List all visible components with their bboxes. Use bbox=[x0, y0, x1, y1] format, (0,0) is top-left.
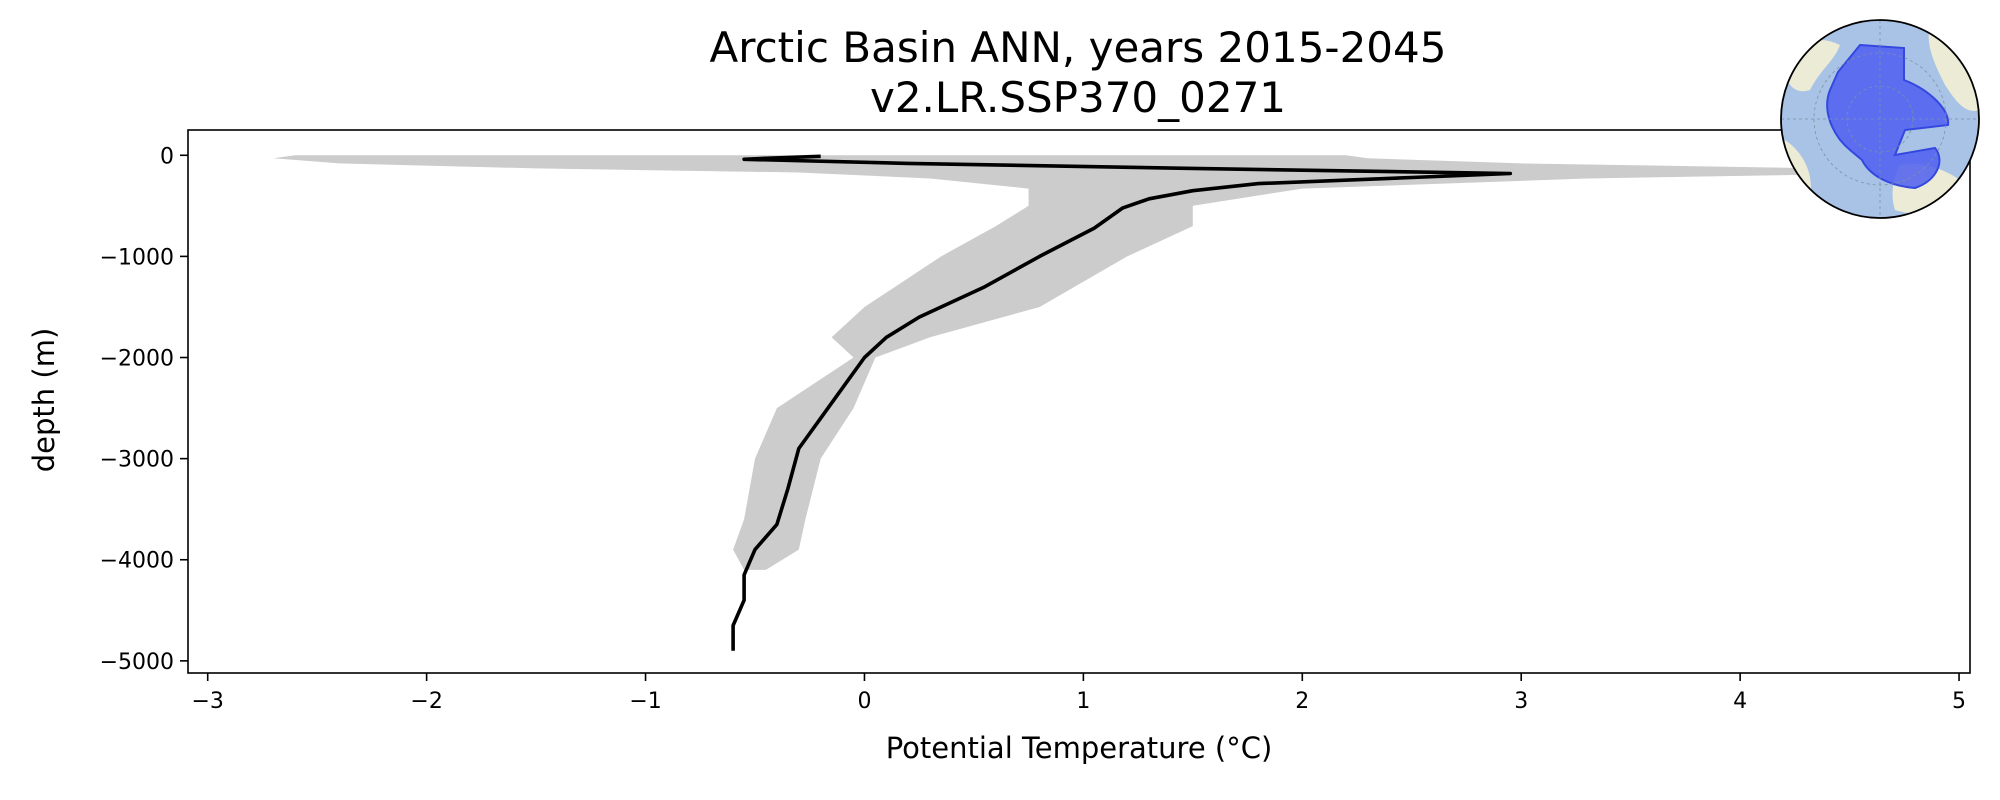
y-tick-label: 0 bbox=[160, 144, 174, 169]
arctic-basin-region bbox=[1826, 43, 1950, 190]
plot-frame bbox=[187, 129, 1971, 674]
title: Arctic Basin ANN, years 2015-2045 bbox=[710, 23, 1447, 72]
x-axis: −3 −2 −1 0 1 2 3 4 5 bbox=[191, 673, 1966, 714]
y-axis: 0 −1000 −2000 −3000 −4000 −5000 bbox=[100, 144, 188, 675]
x-tick-label: 3 bbox=[1514, 689, 1528, 714]
mean-line-layer bbox=[731, 154, 1513, 651]
globe-outline bbox=[1780, 19, 1980, 219]
y-tick-label: −2000 bbox=[100, 347, 174, 372]
plot-area: −3 −2 −1 0 1 2 3 4 5 0 −1000 −2000 −3000 −4000 −5000 bbox=[100, 129, 1971, 714]
arctic-region-map-icon bbox=[1780, 19, 1980, 219]
x-tick-label: 0 bbox=[857, 689, 871, 714]
y-tick-label: −4000 bbox=[100, 549, 174, 574]
y-axis-label: depth (m) bbox=[27, 328, 61, 473]
y-tick-label: −3000 bbox=[100, 448, 174, 473]
y-tick-label: −1000 bbox=[100, 245, 174, 270]
range-band-layer bbox=[273, 155, 1938, 570]
y-tick-label: −5000 bbox=[100, 650, 174, 675]
x-tick-label: −3 bbox=[191, 689, 223, 714]
subtitle: v2.LR.SSP370_0271 bbox=[870, 73, 1286, 122]
range-band bbox=[273, 155, 1938, 570]
x-tick-label: −2 bbox=[410, 689, 442, 714]
mean-profile-line bbox=[731, 154, 1513, 651]
x-tick-label: 4 bbox=[1733, 689, 1747, 714]
x-axis-label: Potential Temperature (°C) bbox=[886, 731, 1273, 765]
land-eurasia bbox=[1928, 25, 1979, 111]
x-tick-label: −1 bbox=[629, 689, 661, 714]
x-tick-label: 1 bbox=[1076, 689, 1090, 714]
x-tick-label: 5 bbox=[1952, 689, 1966, 714]
x-tick-label: 2 bbox=[1295, 689, 1309, 714]
chart-title: Arctic Basin ANN, years 2015-2045 v2.LR.… bbox=[710, 23, 1447, 122]
